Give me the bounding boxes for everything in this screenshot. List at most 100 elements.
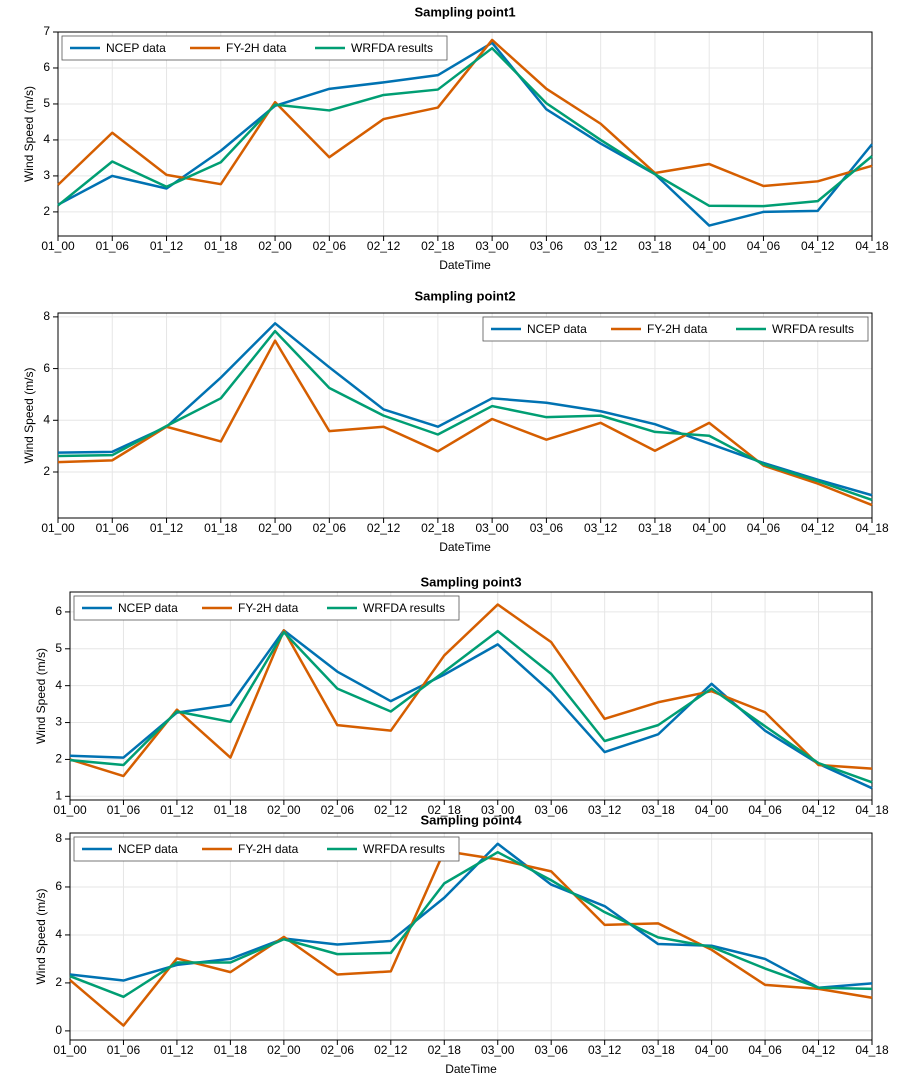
x-tick-label: 02_18 [428, 1043, 462, 1057]
x-axis-label: DateTime [439, 258, 491, 272]
x-tick-label: 04_06 [748, 803, 782, 817]
legend-label: FY-2H data [238, 842, 299, 856]
data-line [69, 629, 873, 784]
legend-label: WRFDA results [772, 322, 854, 336]
y-tick-label: 4 [43, 412, 50, 426]
data-line [69, 849, 873, 1027]
y-tick-label: 2 [55, 752, 62, 766]
x-tick-label: 04_00 [695, 1043, 729, 1057]
x-tick-label: 02_18 [421, 521, 455, 535]
x-tick-label: 01_00 [53, 1043, 87, 1057]
y-axis-label: Wind Speed (m/s) [22, 86, 36, 182]
x-tick-label: 03_06 [535, 1043, 569, 1057]
x-tick-label: 02_12 [374, 1043, 408, 1057]
x-tick-label: 02_06 [321, 803, 355, 817]
y-tick-label: 5 [55, 641, 62, 655]
y-axis-label: Wind Speed (m/s) [22, 367, 36, 463]
y-tick-label: 8 [55, 831, 62, 845]
x-axis-label: DateTime [445, 1062, 497, 1076]
x-tick-label: 03_12 [588, 803, 622, 817]
legend-label: WRFDA results [363, 842, 445, 856]
x-tick-label: 02_12 [367, 521, 401, 535]
legend-label: WRFDA results [363, 601, 445, 615]
x-tick-label: 01_06 [107, 803, 141, 817]
chart-title: Sampling point3 [420, 574, 521, 589]
x-tick-label: 02_00 [267, 803, 301, 817]
x-tick-label: 02_06 [313, 239, 347, 253]
legend-label: FY-2H data [647, 322, 708, 336]
x-tick-label: 04_18 [855, 1043, 889, 1057]
x-tick-label: 03_18 [638, 239, 672, 253]
x-tick-label: 04_00 [693, 239, 727, 253]
x-tick-label: 01_12 [150, 239, 184, 253]
x-tick-label: 04_06 [747, 239, 781, 253]
x-tick-label: 01_00 [53, 803, 87, 817]
plot-frame [69, 832, 873, 1041]
data-line [57, 41, 873, 227]
legend: NCEP data FY-2H data WRFDA results [73, 595, 460, 621]
legend-label: NCEP data [106, 41, 166, 55]
chart-title: Sampling point2 [414, 288, 515, 303]
x-tick-label: 04_06 [747, 521, 781, 535]
x-tick-label: 04_12 [801, 521, 835, 535]
legend-label: NCEP data [118, 601, 178, 615]
plot-frame [69, 591, 873, 801]
x-tick-label: 01_00 [41, 239, 75, 253]
x-tick-label: 01_06 [107, 1043, 141, 1057]
x-tick-label: 01_18 [204, 521, 238, 535]
x-axis-label: DateTime [439, 540, 491, 554]
x-tick-label: 01_12 [160, 803, 194, 817]
data-line [57, 46, 873, 208]
data-line [57, 322, 873, 497]
x-tick-label: 02_00 [258, 239, 292, 253]
x-tick-label: 04_18 [855, 803, 889, 817]
data-line [69, 603, 873, 778]
x-tick-label: 01_18 [214, 803, 248, 817]
x-tick-label: 03_06 [530, 521, 564, 535]
y-tick-label: 5 [43, 96, 50, 110]
x-tick-label: 03_12 [588, 1043, 622, 1057]
x-tick-label: 04_12 [802, 803, 836, 817]
x-tick-label: 02_18 [421, 239, 455, 253]
x-tick-label: 03_00 [481, 1043, 515, 1057]
x-tick-label: 01_00 [41, 521, 75, 535]
x-tick-label: 02_12 [367, 239, 401, 253]
legend-label: FY-2H data [238, 601, 299, 615]
x-tick-label: 04_12 [801, 239, 835, 253]
data-line [69, 842, 873, 989]
legend: NCEP data FY-2H data WRFDA results [61, 35, 448, 61]
x-tick-label: 04_12 [802, 1043, 836, 1057]
chart-title: Sampling point4 [420, 812, 522, 827]
x-tick-label: 03_06 [535, 803, 569, 817]
y-tick-label: 4 [43, 132, 50, 146]
y-tick-label: 0 [55, 1023, 62, 1037]
y-tick-label: 4 [55, 927, 62, 941]
legend-box [73, 836, 460, 862]
x-tick-label: 02_06 [313, 521, 347, 535]
y-tick-label: 6 [55, 879, 62, 893]
y-axis-label: Wind Speed (m/s) [34, 888, 48, 984]
plot-frame [57, 31, 873, 237]
y-tick-label: 2 [43, 464, 50, 478]
chart-title: Sampling point1 [414, 4, 515, 19]
legend-box [73, 595, 460, 621]
data-line [57, 38, 873, 188]
x-tick-label: 03_00 [475, 521, 509, 535]
x-tick-label: 03_18 [641, 803, 675, 817]
x-tick-label: 04_06 [748, 1043, 782, 1057]
x-tick-label: 01_06 [96, 239, 130, 253]
x-tick-label: 04_18 [855, 239, 889, 253]
x-tick-label: 01_18 [214, 1043, 248, 1057]
x-tick-label: 02_18 [428, 803, 462, 817]
legend-label: WRFDA results [351, 41, 433, 55]
x-tick-label: 01_18 [204, 239, 238, 253]
x-tick-label: 02_00 [267, 1043, 301, 1057]
legend: NCEP data FY-2H data WRFDA results [73, 836, 460, 862]
y-tick-label: 6 [55, 604, 62, 618]
y-tick-label: 6 [43, 361, 50, 375]
y-tick-label: 2 [43, 204, 50, 218]
data-line [69, 850, 873, 999]
x-tick-label: 01_06 [96, 521, 130, 535]
x-tick-label: 04_18 [855, 521, 889, 535]
